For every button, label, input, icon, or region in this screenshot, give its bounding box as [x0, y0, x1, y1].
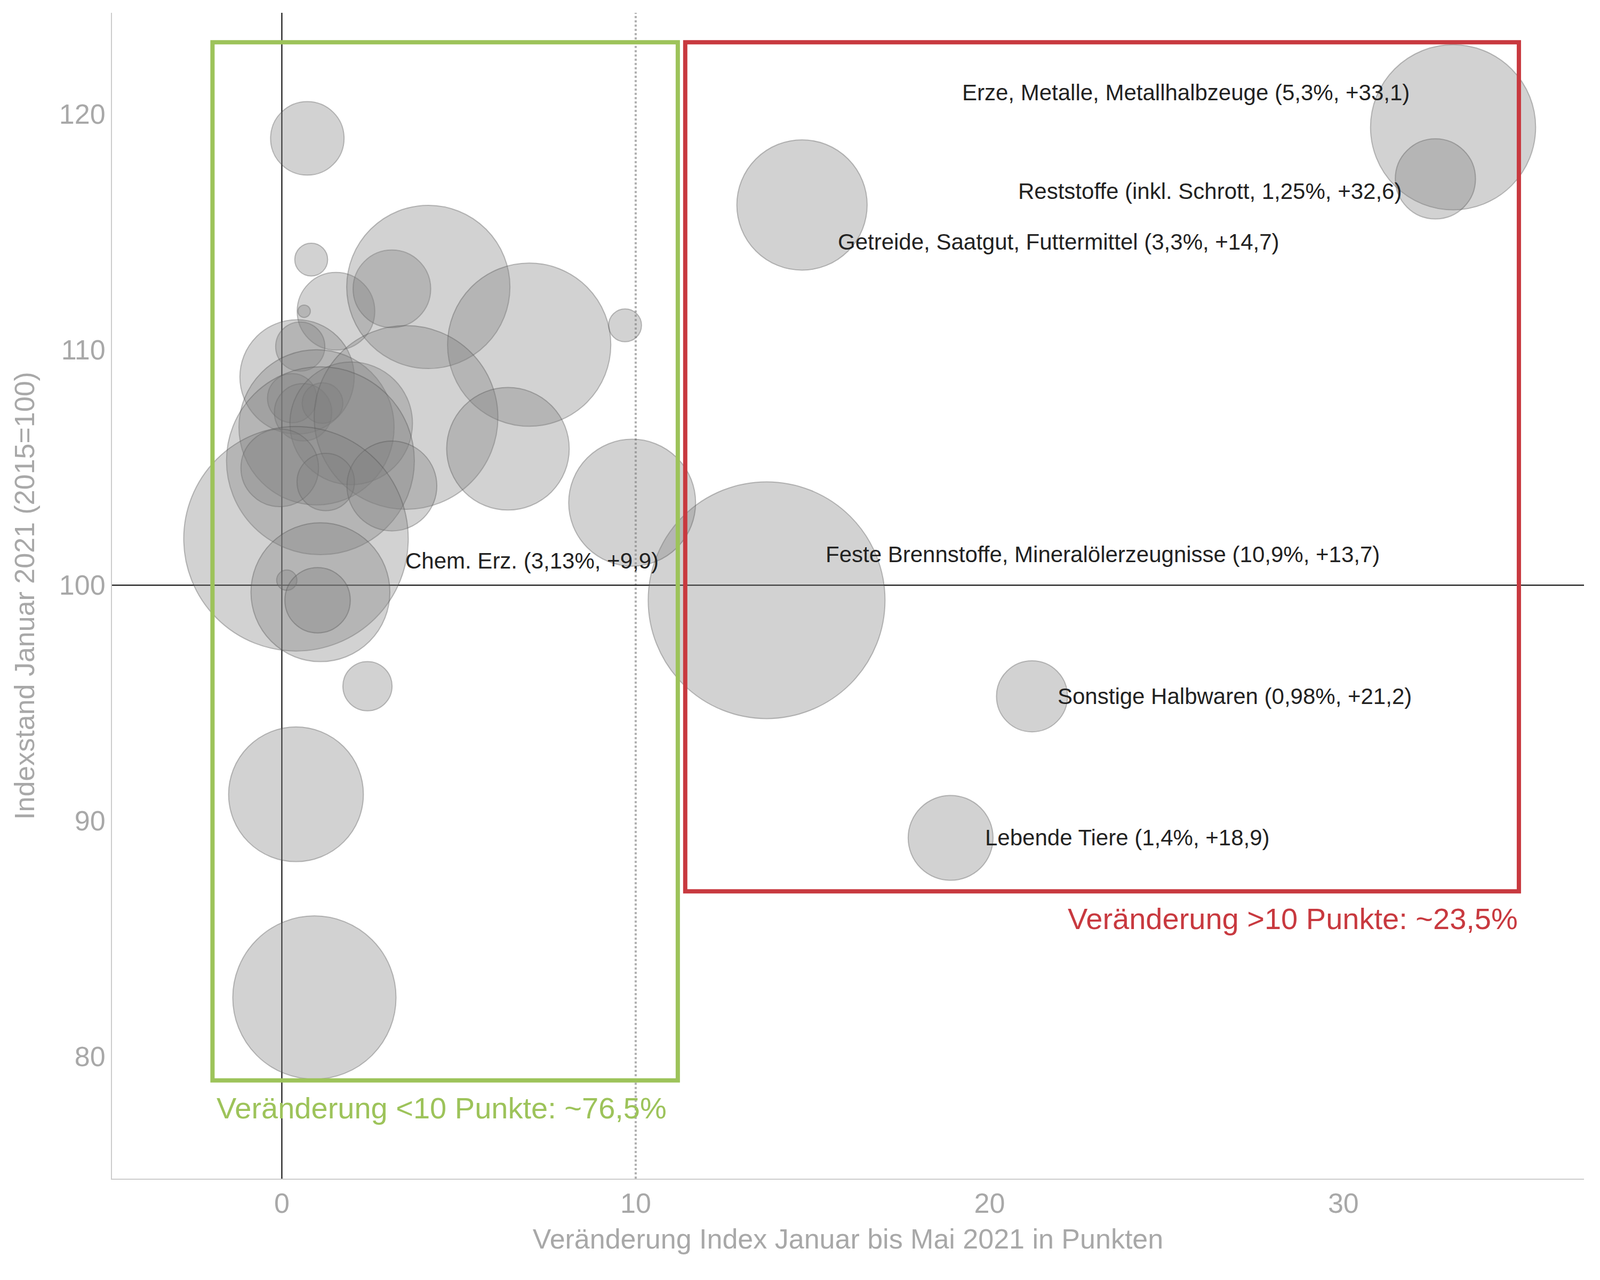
svg-text:Lebende Tiere (1,4%, +18,9): Lebende Tiere (1,4%, +18,9): [985, 825, 1270, 851]
svg-text:Veränderung <10 Punkte: ~76,5%: Veränderung <10 Punkte: ~76,5%: [216, 1091, 667, 1125]
svg-text:Erze, Metalle, Metallhalbzeuge: Erze, Metalle, Metallhalbzeuge (5,3%, +3…: [962, 80, 1410, 106]
svg-text:0: 0: [274, 1187, 290, 1219]
svg-text:90: 90: [74, 805, 106, 837]
svg-text:Getreide, Saatgut, Futtermitte: Getreide, Saatgut, Futtermittel (3,3%, +…: [837, 229, 1280, 255]
svg-text:Sonstige Halbwaren (0,98%, +21: Sonstige Halbwaren (0,98%, +21,2): [1057, 683, 1412, 709]
svg-text:100: 100: [59, 569, 106, 601]
svg-text:Chem. Erz. (3,13%, +9,9): Chem. Erz. (3,13%, +9,9): [405, 548, 659, 574]
svg-text:20: 20: [973, 1187, 1005, 1219]
svg-text:30: 30: [1328, 1187, 1359, 1219]
svg-text:Feste Brennstoffe, Mineralöler: Feste Brennstoffe, Mineralölerzeugnisse …: [825, 541, 1380, 567]
svg-text:80: 80: [74, 1041, 106, 1072]
svg-text:Veränderung >10 Punkte: ~23,5%: Veränderung >10 Punkte: ~23,5%: [1067, 901, 1518, 936]
svg-text:Veränderung Index Januar bis M: Veränderung Index Januar bis Mai 2021 in…: [532, 1223, 1164, 1255]
svg-text:110: 110: [61, 334, 106, 366]
svg-text:120: 120: [59, 98, 106, 130]
svg-text:Indexstand Januar 2021 (2015=1: Indexstand Januar 2021 (2015=100): [9, 371, 40, 820]
svg-text:10: 10: [620, 1187, 652, 1219]
svg-text:Reststoffe (inkl. Schrott, 1,2: Reststoffe (inkl. Schrott, 1,25%, +32,6): [1018, 178, 1402, 204]
